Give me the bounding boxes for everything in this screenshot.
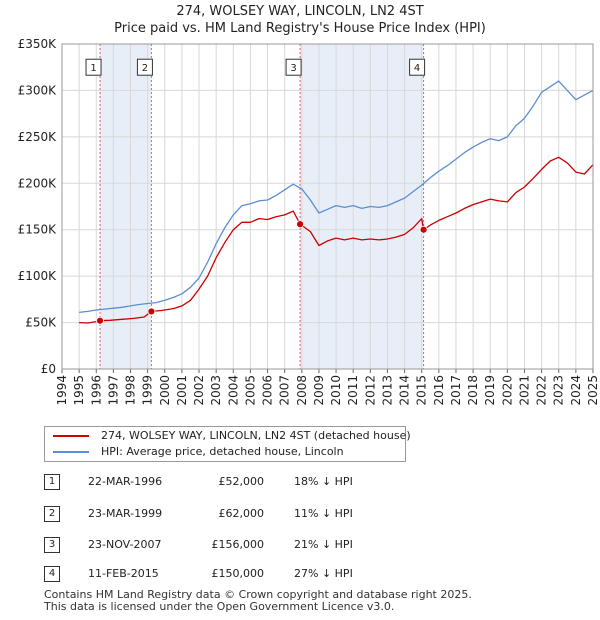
- sale-hpi-diff: 18% ↓ HPI: [294, 475, 353, 488]
- x-tick-label: 2012: [363, 375, 377, 406]
- sale-date: 23-MAR-1999: [88, 507, 163, 520]
- x-tick-label: 1999: [141, 375, 155, 406]
- sale-price: £62,000: [218, 507, 265, 520]
- sale-label-number: 4: [414, 63, 420, 74]
- sale-date: 23-NOV-2007: [88, 538, 162, 551]
- x-tick-label: 2013: [380, 375, 394, 406]
- sale-hpi-diff: 11% ↓ HPI: [294, 507, 353, 520]
- x-tick-label: 2000: [158, 375, 172, 406]
- x-tick-label: 1998: [124, 375, 138, 406]
- legend: 274, WOLSEY WAY, LINCOLN, LN2 4ST (detac…: [44, 426, 411, 462]
- x-tick-label: 1994: [55, 375, 69, 406]
- sale-price: £156,000: [211, 538, 265, 551]
- x-tick-label: 2011: [346, 375, 360, 406]
- sale-point: [147, 307, 156, 316]
- footer: Contains HM Land Registry data © Crown c…: [44, 589, 472, 613]
- ownership-shading: [100, 44, 424, 369]
- sale-markers: 1 2 3 4: [85, 58, 428, 325]
- x-tick-label: 2002: [192, 375, 206, 406]
- sale-point: [96, 316, 104, 325]
- x-tick-label: 2001: [175, 375, 189, 406]
- sale-number-badge: 3: [44, 537, 60, 553]
- sale-price: £52,000: [218, 475, 265, 488]
- x-tick-label: 2019: [483, 375, 497, 406]
- sale-number-badge: 1: [44, 474, 60, 490]
- x-tick-label: 2015: [415, 375, 429, 406]
- sale-label-box: [409, 58, 426, 76]
- price-chart: 1 2 3 4 £0 £50K £100K £150K £200K £250K £300K £350…: [18, 37, 600, 406]
- y-tick-label: £100K: [18, 269, 58, 283]
- y-tick-label: £250K: [18, 130, 58, 144]
- chart-title: 274, WOLSEY WAY, LINCOLN, LN2 4ST: [176, 4, 424, 19]
- footer-copyright: Contains HM Land Registry data © Crown c…: [44, 588, 472, 601]
- y-tick-label: £350K: [18, 37, 58, 51]
- ownership-band-1: [100, 44, 152, 369]
- x-tick-label: 2014: [398, 375, 412, 406]
- sale-label-number: 2: [142, 63, 148, 74]
- x-tick-label: 2024: [569, 375, 583, 406]
- x-tick-label: 2004: [226, 375, 240, 406]
- x-tick-label: 2017: [449, 375, 463, 406]
- sale-number-badge: 2: [44, 506, 60, 522]
- x-tick-label: 1996: [89, 375, 103, 406]
- sale-label-number: 1: [90, 63, 96, 74]
- hpi-line: [79, 80, 594, 314]
- sale-label-number: 3: [290, 63, 296, 74]
- sale-label-box: [285, 58, 302, 76]
- legend-label-property: 274, WOLSEY WAY, LINCOLN, LN2 4ST (detac…: [101, 429, 411, 442]
- sale-date: 22-MAR-1996: [88, 475, 163, 488]
- table-row: 1 22-MAR-1996 £52,000 18% ↓ HPI: [44, 474, 384, 490]
- sale-point: [296, 220, 304, 229]
- y-tick-label: £150K: [18, 223, 58, 237]
- y-tick-label: £200K: [18, 176, 58, 190]
- chart-title-block: 274, WOLSEY WAY, LINCOLN, LN2 4ST Price …: [0, 3, 600, 37]
- x-tick-label: 2003: [209, 375, 223, 406]
- sale-point: [419, 225, 428, 234]
- ownership-band-2: [300, 44, 424, 369]
- sale-label-box: [136, 58, 153, 76]
- x-tick-label: 2009: [312, 375, 326, 406]
- property-price-line: [79, 156, 594, 324]
- sale-hpi-diff: 27% ↓ HPI: [294, 567, 353, 580]
- x-tick-label: 2022: [535, 375, 549, 406]
- series-lines: [79, 80, 594, 324]
- sale-label-box: [85, 58, 102, 76]
- legend-swatch-property: [53, 435, 89, 437]
- x-tick-label: 2007: [278, 375, 292, 406]
- table-row: 2 23-MAR-1999 £62,000 11% ↓ HPI: [44, 506, 384, 522]
- x-tick-label: 2020: [500, 375, 514, 406]
- chart-subtitle: Price paid vs. HM Land Registry's House …: [114, 21, 486, 36]
- axes: £0 £50K £100K £150K £200K £250K £300K £350K 1994…: [18, 37, 600, 406]
- x-tick-label: 2021: [517, 375, 531, 406]
- x-tick-label: 2008: [295, 375, 309, 406]
- sale-hpi-diff: 21% ↓ HPI: [294, 538, 353, 551]
- sale-number-badge: 4: [44, 566, 60, 582]
- y-tick-label: £0: [41, 362, 56, 376]
- legend-swatch-hpi: [53, 451, 89, 453]
- x-tick-label: 2018: [466, 375, 480, 406]
- x-tick-label: 2005: [243, 375, 257, 406]
- x-tick-label: 1997: [106, 375, 120, 406]
- y-tick-label: £50K: [25, 316, 57, 330]
- x-tick-label: 2016: [432, 375, 446, 406]
- x-tick-label: 2010: [329, 375, 343, 406]
- table-row: 4 11-FEB-2015 £150,000 27% ↓ HPI: [44, 566, 384, 582]
- x-tick-label: 1995: [72, 375, 86, 406]
- table-row: 3 23-NOV-2007 £156,000 21% ↓ HPI: [44, 537, 384, 553]
- footer-licence: This data is licensed under the Open Gov…: [44, 600, 395, 613]
- sale-price: £150,000: [211, 567, 265, 580]
- y-tick-label: £300K: [18, 83, 58, 97]
- legend-label-hpi: HPI: Average price, detached house, Linc…: [101, 445, 344, 458]
- x-tick-label: 2023: [552, 375, 566, 406]
- sale-date: 11-FEB-2015: [88, 567, 159, 580]
- x-tick-label: 2025: [586, 375, 600, 406]
- plot-frame: [61, 43, 594, 370]
- x-tick-label: 2006: [261, 375, 275, 406]
